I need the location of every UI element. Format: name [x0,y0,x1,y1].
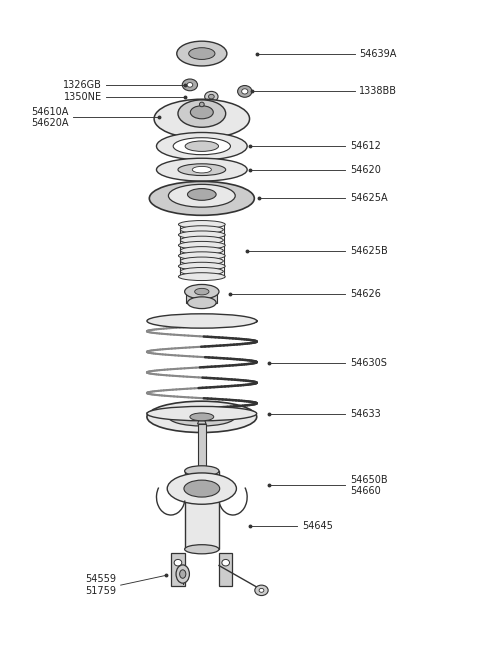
Ellipse shape [191,105,213,119]
Ellipse shape [195,288,209,295]
Ellipse shape [255,585,268,595]
Ellipse shape [179,221,225,229]
Ellipse shape [241,89,248,94]
Ellipse shape [182,79,198,91]
Ellipse shape [167,473,237,504]
Ellipse shape [185,284,219,299]
Ellipse shape [147,406,257,421]
Ellipse shape [238,86,252,97]
Ellipse shape [184,480,220,497]
Ellipse shape [185,466,219,476]
Ellipse shape [149,181,254,215]
Ellipse shape [188,297,216,309]
Bar [219,553,232,586]
Text: 54626: 54626 [350,289,381,299]
Ellipse shape [189,48,215,60]
Ellipse shape [185,141,218,151]
Ellipse shape [177,41,227,66]
Ellipse shape [147,314,257,328]
Ellipse shape [176,565,190,583]
Ellipse shape [185,545,219,554]
Ellipse shape [188,189,216,200]
Text: 54610A
54620A: 54610A 54620A [31,107,68,128]
Text: 54620: 54620 [350,164,381,175]
Text: 1338BB: 1338BB [360,86,397,96]
Ellipse shape [174,559,182,566]
Bar [171,553,185,586]
Text: 54630S: 54630S [350,358,386,368]
Bar [186,291,217,303]
Ellipse shape [156,132,247,160]
Ellipse shape [204,92,218,102]
Ellipse shape [180,570,186,578]
Ellipse shape [199,102,204,107]
Ellipse shape [180,226,223,234]
Polygon shape [198,412,206,424]
Ellipse shape [168,407,235,426]
Ellipse shape [259,588,264,592]
Ellipse shape [147,402,257,432]
Ellipse shape [154,99,250,138]
Text: 54612: 54612 [350,141,381,151]
Text: 54650B
54660: 54650B 54660 [350,474,387,496]
Text: 1326GB: 1326GB [63,80,102,90]
Ellipse shape [187,83,193,87]
Ellipse shape [178,164,226,176]
Ellipse shape [222,559,229,566]
Ellipse shape [179,262,225,270]
Bar [198,424,206,471]
Ellipse shape [190,413,214,421]
Text: 1350NE: 1350NE [63,92,102,102]
Ellipse shape [180,236,223,244]
Text: 54633: 54633 [350,409,381,419]
Text: 54559
51759: 54559 51759 [85,574,116,596]
Text: 54625B: 54625B [350,246,387,255]
Ellipse shape [156,159,247,181]
Text: 54645: 54645 [302,521,333,531]
Text: 54625A: 54625A [350,193,387,203]
Ellipse shape [179,242,225,250]
Ellipse shape [208,94,214,99]
Ellipse shape [179,252,225,259]
Ellipse shape [180,257,223,265]
Ellipse shape [173,138,230,155]
Ellipse shape [179,272,225,280]
Ellipse shape [179,231,225,239]
Ellipse shape [178,100,226,127]
Ellipse shape [180,267,223,275]
Ellipse shape [168,184,235,207]
Ellipse shape [180,247,223,254]
Bar [185,471,219,550]
Ellipse shape [192,166,211,173]
Text: 54639A: 54639A [360,48,396,58]
